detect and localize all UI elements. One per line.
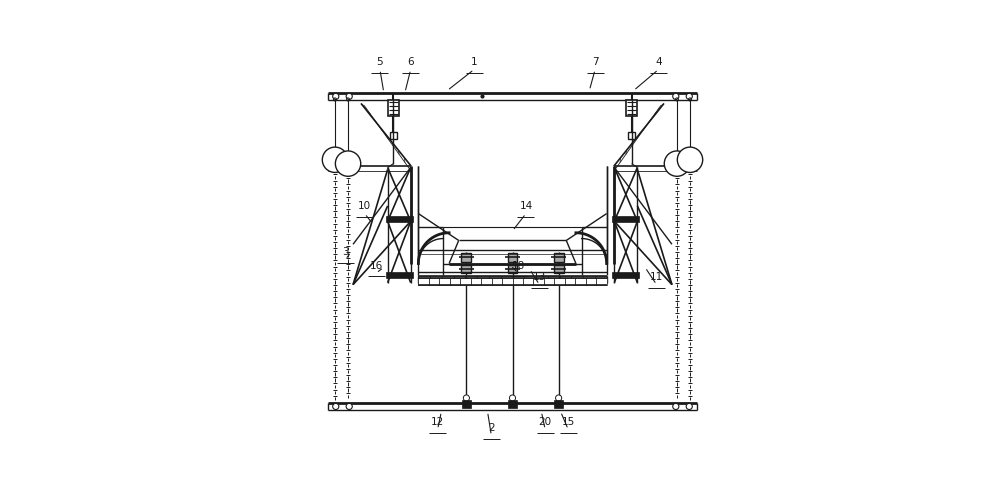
Bar xyxy=(596,278,607,284)
Circle shape xyxy=(664,151,690,176)
Text: 16: 16 xyxy=(369,261,383,271)
Bar xyxy=(388,100,399,116)
Bar xyxy=(554,264,564,273)
Circle shape xyxy=(335,151,361,176)
Bar xyxy=(536,276,548,283)
Circle shape xyxy=(556,395,562,401)
Text: 18: 18 xyxy=(512,261,525,271)
Circle shape xyxy=(333,403,339,410)
Bar xyxy=(548,276,560,283)
Bar xyxy=(612,272,639,278)
Bar xyxy=(390,132,397,139)
Bar xyxy=(565,278,575,284)
Bar xyxy=(583,276,595,283)
Bar xyxy=(571,276,583,283)
Circle shape xyxy=(686,403,692,410)
Text: 13: 13 xyxy=(533,272,546,282)
Bar xyxy=(554,400,563,408)
Circle shape xyxy=(509,395,516,401)
Bar xyxy=(477,276,489,283)
Bar xyxy=(454,276,465,283)
Bar xyxy=(626,100,637,116)
Text: 20: 20 xyxy=(539,417,552,427)
Text: 12: 12 xyxy=(431,417,444,427)
Bar xyxy=(461,264,471,273)
Bar xyxy=(418,278,429,284)
Text: 7: 7 xyxy=(592,57,598,67)
Bar xyxy=(386,272,413,278)
Bar xyxy=(492,278,502,284)
Text: 3: 3 xyxy=(342,248,349,257)
Bar xyxy=(595,276,607,283)
Text: 4: 4 xyxy=(655,57,662,67)
Bar xyxy=(586,278,596,284)
Bar xyxy=(508,264,517,273)
Text: 1: 1 xyxy=(471,57,477,67)
Bar xyxy=(489,276,501,283)
Text: 6: 6 xyxy=(407,57,414,67)
Bar xyxy=(523,278,533,284)
Bar xyxy=(481,278,492,284)
Bar xyxy=(442,276,454,283)
Bar xyxy=(533,278,544,284)
Bar xyxy=(439,278,450,284)
Circle shape xyxy=(673,403,679,410)
Bar xyxy=(575,278,586,284)
Bar xyxy=(512,278,523,284)
Bar xyxy=(508,253,517,261)
Bar xyxy=(554,278,565,284)
Text: 5: 5 xyxy=(377,57,383,67)
Bar xyxy=(508,400,517,408)
Text: 15: 15 xyxy=(562,417,575,427)
Bar xyxy=(462,400,471,408)
Bar xyxy=(471,278,481,284)
Text: 10: 10 xyxy=(358,201,371,211)
Text: 11: 11 xyxy=(650,272,663,282)
Circle shape xyxy=(333,93,339,99)
Bar xyxy=(501,276,512,283)
Text: 2: 2 xyxy=(488,423,495,433)
Bar xyxy=(465,276,477,283)
Circle shape xyxy=(346,403,352,410)
Bar xyxy=(628,132,635,139)
Bar xyxy=(554,253,564,261)
Text: 14: 14 xyxy=(519,201,533,211)
Circle shape xyxy=(677,147,703,173)
Bar xyxy=(418,276,430,283)
Bar xyxy=(461,253,471,261)
Bar xyxy=(524,276,536,283)
Bar xyxy=(386,216,413,222)
Circle shape xyxy=(322,147,348,173)
Circle shape xyxy=(346,93,352,99)
Bar xyxy=(512,276,524,283)
Bar xyxy=(560,276,571,283)
Bar xyxy=(502,278,512,284)
Circle shape xyxy=(463,395,469,401)
Bar xyxy=(450,278,460,284)
Bar xyxy=(612,216,639,222)
Bar xyxy=(460,278,471,284)
Bar xyxy=(429,278,439,284)
Bar xyxy=(430,276,442,283)
Circle shape xyxy=(673,93,679,99)
Bar xyxy=(544,278,554,284)
Circle shape xyxy=(686,93,692,99)
